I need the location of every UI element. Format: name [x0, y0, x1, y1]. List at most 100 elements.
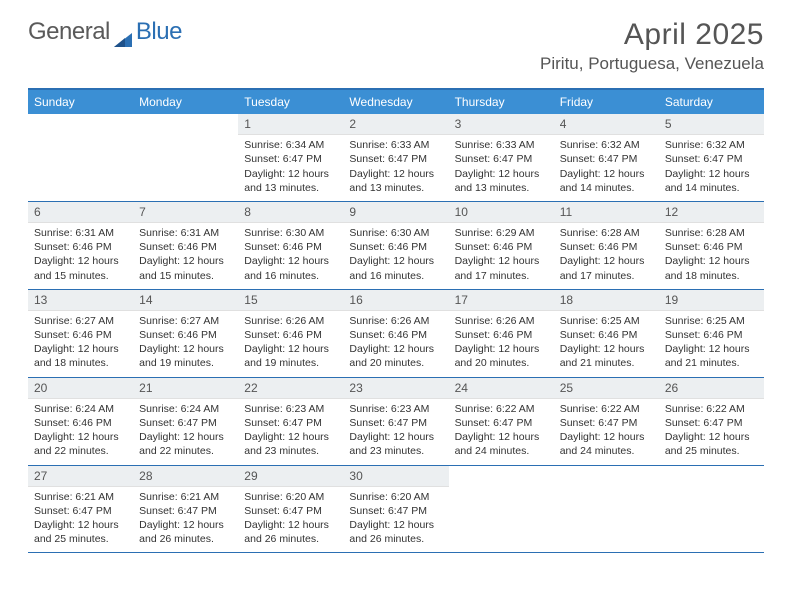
day-body: Sunrise: 6:27 AMSunset: 6:46 PMDaylight:… [133, 311, 238, 377]
day-body: Sunrise: 6:29 AMSunset: 6:46 PMDaylight:… [449, 223, 554, 289]
day-number: 9 [343, 202, 448, 223]
daylight-line: Daylight: 12 hours and 21 minutes. [560, 342, 653, 370]
sunset-line: Sunset: 6:47 PM [455, 152, 548, 166]
day-number: 24 [449, 378, 554, 399]
sunrise-line: Sunrise: 6:30 AM [244, 226, 337, 240]
dow-thursday: Thursday [449, 90, 554, 114]
logo-text-right: Blue [136, 18, 182, 46]
daylight-line: Daylight: 12 hours and 18 minutes. [34, 342, 127, 370]
day-number: 29 [238, 466, 343, 487]
day-cell: 9Sunrise: 6:30 AMSunset: 6:46 PMDaylight… [343, 202, 448, 289]
day-cell: 25Sunrise: 6:22 AMSunset: 6:47 PMDayligh… [554, 378, 659, 465]
daylight-line: Daylight: 12 hours and 19 minutes. [244, 342, 337, 370]
sunrise-line: Sunrise: 6:33 AM [349, 138, 442, 152]
day-cell: 11Sunrise: 6:28 AMSunset: 6:46 PMDayligh… [554, 202, 659, 289]
sunset-line: Sunset: 6:47 PM [665, 416, 758, 430]
day-number: 25 [554, 378, 659, 399]
day-cell: 30Sunrise: 6:20 AMSunset: 6:47 PMDayligh… [343, 466, 448, 553]
sunset-line: Sunset: 6:46 PM [34, 328, 127, 342]
daylight-line: Daylight: 12 hours and 22 minutes. [139, 430, 232, 458]
day-number: 14 [133, 290, 238, 311]
day-body: Sunrise: 6:31 AMSunset: 6:46 PMDaylight:… [133, 223, 238, 289]
sunrise-line: Sunrise: 6:27 AM [34, 314, 127, 328]
daylight-line: Daylight: 12 hours and 14 minutes. [560, 167, 653, 195]
day-body: Sunrise: 6:26 AMSunset: 6:46 PMDaylight:… [343, 311, 448, 377]
daylight-line: Daylight: 12 hours and 25 minutes. [34, 518, 127, 546]
day-body: Sunrise: 6:22 AMSunset: 6:47 PMDaylight:… [554, 399, 659, 465]
day-number: 10 [449, 202, 554, 223]
day-cell: 14Sunrise: 6:27 AMSunset: 6:46 PMDayligh… [133, 290, 238, 377]
day-body: Sunrise: 6:30 AMSunset: 6:46 PMDaylight:… [343, 223, 448, 289]
daylight-line: Daylight: 12 hours and 17 minutes. [455, 254, 548, 282]
page: General Blue April 2025 Piritu, Portugue… [0, 0, 792, 553]
day-body: Sunrise: 6:20 AMSunset: 6:47 PMDaylight:… [238, 487, 343, 553]
day-number: 30 [343, 466, 448, 487]
sunset-line: Sunset: 6:46 PM [665, 240, 758, 254]
day-cell: 22Sunrise: 6:23 AMSunset: 6:47 PMDayligh… [238, 378, 343, 465]
sunrise-line: Sunrise: 6:22 AM [560, 402, 653, 416]
dow-sunday: Sunday [28, 90, 133, 114]
logo: General Blue [28, 18, 182, 46]
sunrise-line: Sunrise: 6:26 AM [244, 314, 337, 328]
sunset-line: Sunset: 6:46 PM [139, 328, 232, 342]
day-cell: 17Sunrise: 6:26 AMSunset: 6:46 PMDayligh… [449, 290, 554, 377]
day-number: 17 [449, 290, 554, 311]
day-cell: 20Sunrise: 6:24 AMSunset: 6:46 PMDayligh… [28, 378, 133, 465]
daylight-line: Daylight: 12 hours and 24 minutes. [455, 430, 548, 458]
sunset-line: Sunset: 6:47 PM [349, 416, 442, 430]
day-number: 21 [133, 378, 238, 399]
sunset-line: Sunset: 6:46 PM [244, 240, 337, 254]
sunset-line: Sunset: 6:47 PM [455, 416, 548, 430]
sunset-line: Sunset: 6:47 PM [244, 152, 337, 166]
day-cell [28, 114, 133, 201]
day-body: Sunrise: 6:25 AMSunset: 6:46 PMDaylight:… [554, 311, 659, 377]
daylight-line: Daylight: 12 hours and 15 minutes. [139, 254, 232, 282]
day-cell: 29Sunrise: 6:20 AMSunset: 6:47 PMDayligh… [238, 466, 343, 553]
sunset-line: Sunset: 6:47 PM [560, 152, 653, 166]
daylight-line: Daylight: 12 hours and 25 minutes. [665, 430, 758, 458]
day-body: Sunrise: 6:30 AMSunset: 6:46 PMDaylight:… [238, 223, 343, 289]
day-cell: 18Sunrise: 6:25 AMSunset: 6:46 PMDayligh… [554, 290, 659, 377]
day-number: 28 [133, 466, 238, 487]
month-title: April 2025 [540, 18, 764, 52]
daylight-line: Daylight: 12 hours and 14 minutes. [665, 167, 758, 195]
sunrise-line: Sunrise: 6:22 AM [455, 402, 548, 416]
sunset-line: Sunset: 6:46 PM [560, 328, 653, 342]
day-number: 15 [238, 290, 343, 311]
logo-text-left: General [28, 18, 110, 46]
logo-triangle-icon [114, 26, 132, 42]
day-number: 18 [554, 290, 659, 311]
sunrise-line: Sunrise: 6:34 AM [244, 138, 337, 152]
sunset-line: Sunset: 6:46 PM [244, 328, 337, 342]
daylight-line: Daylight: 12 hours and 21 minutes. [665, 342, 758, 370]
day-cell: 27Sunrise: 6:21 AMSunset: 6:47 PMDayligh… [28, 466, 133, 553]
sunset-line: Sunset: 6:47 PM [139, 416, 232, 430]
day-number: 8 [238, 202, 343, 223]
sunrise-line: Sunrise: 6:27 AM [139, 314, 232, 328]
weeks-container: 1Sunrise: 6:34 AMSunset: 6:47 PMDaylight… [28, 114, 764, 553]
sunrise-line: Sunrise: 6:28 AM [560, 226, 653, 240]
day-cell: 26Sunrise: 6:22 AMSunset: 6:47 PMDayligh… [659, 378, 764, 465]
day-cell [449, 466, 554, 553]
sunrise-line: Sunrise: 6:25 AM [665, 314, 758, 328]
day-body: Sunrise: 6:26 AMSunset: 6:46 PMDaylight:… [238, 311, 343, 377]
day-body: Sunrise: 6:22 AMSunset: 6:47 PMDaylight:… [659, 399, 764, 465]
day-cell: 3Sunrise: 6:33 AMSunset: 6:47 PMDaylight… [449, 114, 554, 201]
daylight-line: Daylight: 12 hours and 19 minutes. [139, 342, 232, 370]
week-row: 27Sunrise: 6:21 AMSunset: 6:47 PMDayligh… [28, 466, 764, 554]
sunrise-line: Sunrise: 6:26 AM [455, 314, 548, 328]
day-cell: 19Sunrise: 6:25 AMSunset: 6:46 PMDayligh… [659, 290, 764, 377]
sunset-line: Sunset: 6:46 PM [34, 240, 127, 254]
day-body: Sunrise: 6:22 AMSunset: 6:47 PMDaylight:… [449, 399, 554, 465]
sunrise-line: Sunrise: 6:31 AM [139, 226, 232, 240]
week-row: 20Sunrise: 6:24 AMSunset: 6:46 PMDayligh… [28, 378, 764, 466]
day-body: Sunrise: 6:33 AMSunset: 6:47 PMDaylight:… [449, 135, 554, 201]
calendar: Sunday Monday Tuesday Wednesday Thursday… [28, 88, 764, 553]
day-number: 26 [659, 378, 764, 399]
day-number: 12 [659, 202, 764, 223]
sunrise-line: Sunrise: 6:32 AM [560, 138, 653, 152]
sunrise-line: Sunrise: 6:20 AM [349, 490, 442, 504]
week-row: 1Sunrise: 6:34 AMSunset: 6:47 PMDaylight… [28, 114, 764, 202]
day-cell: 6Sunrise: 6:31 AMSunset: 6:46 PMDaylight… [28, 202, 133, 289]
day-number: 22 [238, 378, 343, 399]
